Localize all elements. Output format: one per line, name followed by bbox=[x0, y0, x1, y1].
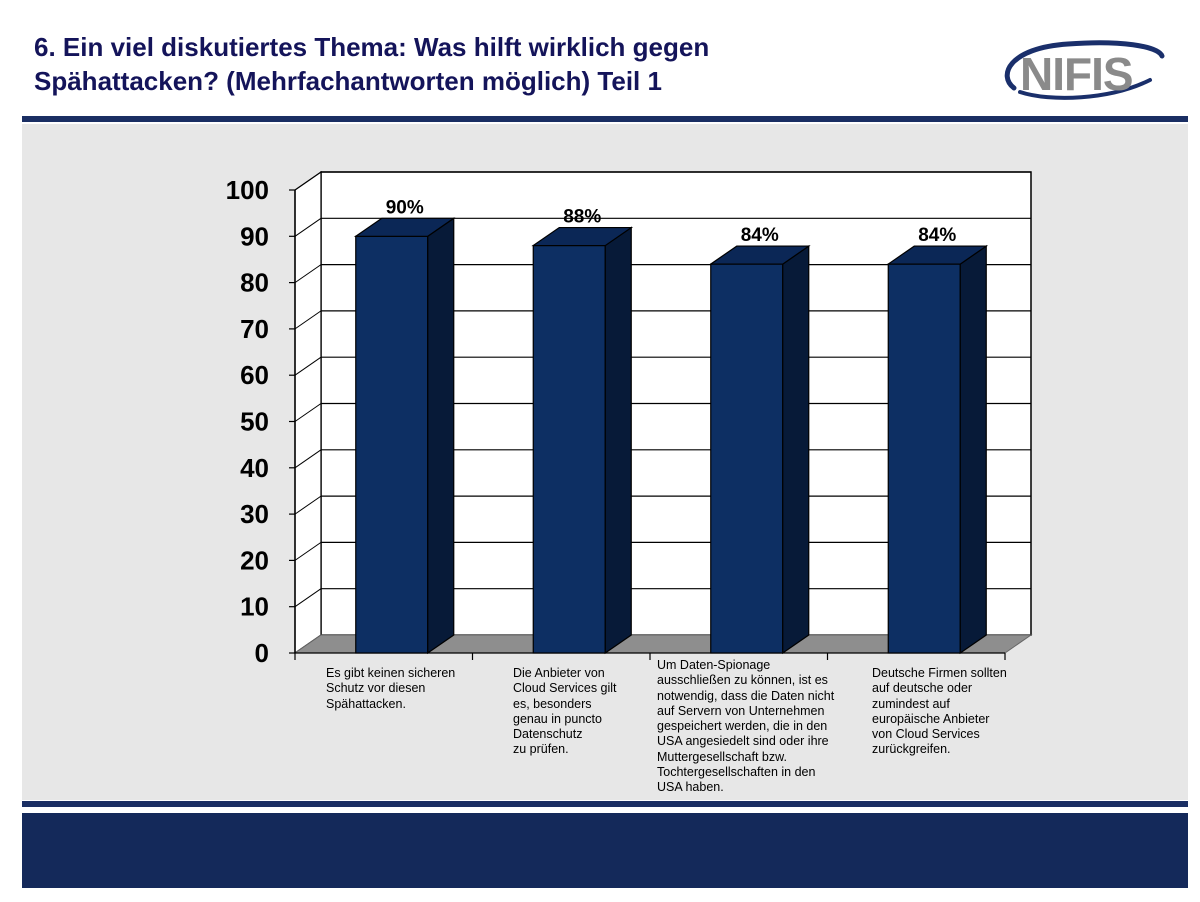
y-tick-label: 60 bbox=[240, 360, 269, 390]
slide-title: 6. Ein viel diskutiertes Thema: Was hilf… bbox=[34, 30, 934, 98]
footer-band bbox=[22, 813, 1188, 888]
header-divider bbox=[22, 116, 1188, 122]
data-label: 84% bbox=[918, 225, 956, 246]
nifis-logo-text: NIFIS bbox=[1020, 48, 1133, 100]
bar bbox=[532, 244, 606, 654]
gridline-diagonal bbox=[294, 356, 322, 376]
y-tick-label: 40 bbox=[240, 453, 269, 483]
bar-side bbox=[427, 217, 455, 655]
gridline-diagonal bbox=[294, 403, 322, 422]
bar-top bbox=[708, 245, 811, 265]
y-tick-label: 70 bbox=[240, 314, 269, 344]
x-category-label: Deutsche Firmen sollten auf deutsche ode… bbox=[872, 666, 1007, 757]
slide-title-line-1: 6. Ein viel diskutiertes Thema: Was hilf… bbox=[34, 32, 710, 62]
bar bbox=[355, 235, 429, 654]
y-tick-label: 100 bbox=[226, 175, 269, 205]
y-tick-label: 80 bbox=[240, 268, 269, 298]
gridline-diagonal bbox=[294, 310, 322, 330]
bar-top bbox=[886, 245, 989, 265]
y-tick-label: 30 bbox=[240, 499, 269, 529]
bar bbox=[887, 263, 961, 654]
x-category-label: Es gibt keinen sicheren Schutz vor diese… bbox=[326, 666, 456, 711]
y-tick-label: 50 bbox=[240, 407, 269, 437]
gridline-diagonal bbox=[294, 217, 322, 237]
data-label: 90% bbox=[386, 197, 424, 218]
bar-top bbox=[353, 217, 456, 237]
bar-side bbox=[782, 244, 810, 655]
gridline-diagonal bbox=[294, 588, 322, 608]
gridline-diagonal bbox=[294, 541, 322, 561]
gridline-diagonal bbox=[294, 264, 322, 284]
bar-top bbox=[531, 226, 634, 247]
y-tick-label: 20 bbox=[240, 545, 269, 575]
slide-title-line-2: Spähattacken? (Mehrfachantworten möglich… bbox=[34, 66, 662, 96]
y-tick-label: 10 bbox=[240, 592, 269, 622]
y-tick-label: 0 bbox=[255, 638, 269, 668]
gridline-diagonal bbox=[294, 449, 322, 469]
nifis-logo: NIFIS bbox=[1004, 40, 1165, 100]
gridline-diagonal bbox=[294, 495, 322, 515]
y-tick-label: 90 bbox=[240, 221, 269, 251]
x-category-label: Um Daten-Spionage ausschließen zu können… bbox=[657, 658, 835, 795]
data-label: 84% bbox=[741, 225, 779, 246]
bar-side bbox=[604, 226, 632, 655]
bar bbox=[710, 263, 784, 654]
x-category-label: Die Anbieter von Cloud Services gilt es,… bbox=[513, 666, 617, 757]
gridline-diagonal bbox=[294, 171, 322, 191]
bar-side bbox=[959, 244, 987, 655]
data-label: 88% bbox=[563, 207, 601, 228]
footer-divider bbox=[22, 801, 1188, 807]
